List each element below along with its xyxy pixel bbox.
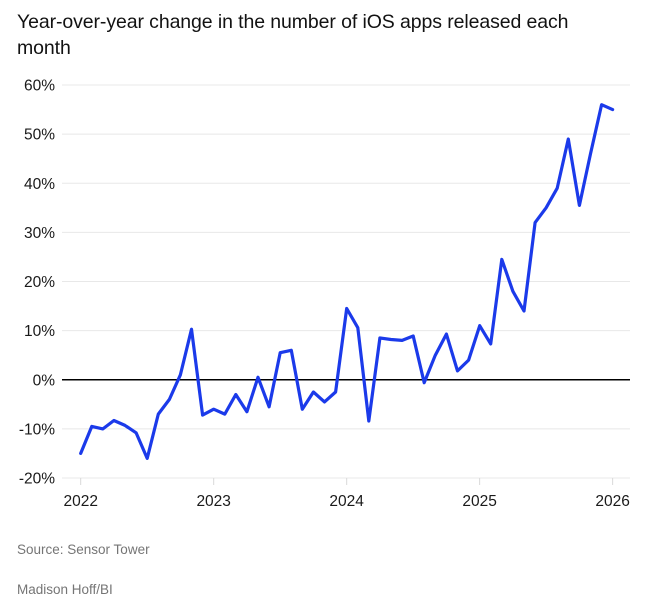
y-axis-label: 20% bbox=[24, 274, 55, 291]
x-axis-label: 2024 bbox=[329, 493, 364, 510]
y-axis-label: 0% bbox=[33, 372, 56, 389]
chart-title: Year-over-year change in the number of i… bbox=[17, 11, 569, 59]
x-axis-label: 2022 bbox=[63, 493, 97, 510]
y-axis-label: 60% bbox=[24, 78, 55, 95]
x-axis-label: 2025 bbox=[462, 493, 496, 510]
x-axis-label: 2023 bbox=[196, 493, 230, 510]
y-axis-label: -20% bbox=[19, 471, 55, 488]
y-axis-label: 10% bbox=[24, 323, 55, 340]
source-label: Source: Sensor Tower bbox=[17, 542, 150, 557]
y-axis-label: 30% bbox=[24, 225, 55, 242]
y-axis-label: 50% bbox=[24, 127, 55, 144]
y-axis-label: -10% bbox=[19, 421, 55, 438]
x-axis-label: 2026 bbox=[595, 493, 629, 510]
byline-label: Madison Hoff/BI bbox=[17, 582, 113, 597]
series-line bbox=[79, 103, 615, 460]
y-axis-label: 40% bbox=[24, 176, 55, 193]
line-chart-canvas: 60% 50% 40% 30% 20% 10% 0% -10% -20% 2022 2023 2024… bbox=[19, 78, 630, 510]
